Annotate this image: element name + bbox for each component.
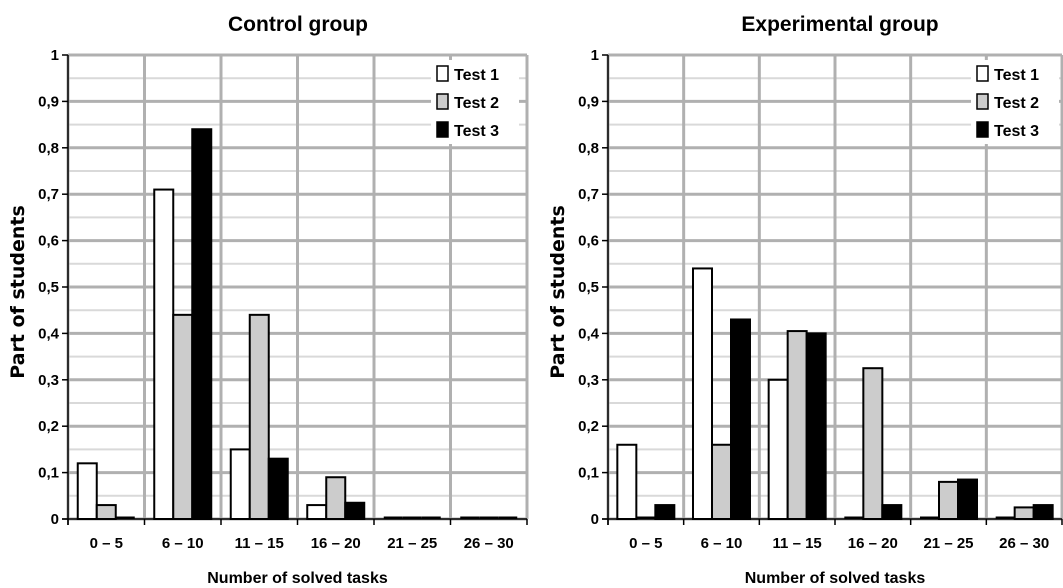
bar-test-2: [862, 367, 884, 521]
bar-test-3: [191, 128, 213, 521]
bar-test-3: [881, 504, 903, 520]
x-tick-label: 16 – 20: [848, 535, 898, 552]
y-tick-label: 0,9: [578, 93, 599, 110]
bar-test-1: [616, 443, 638, 521]
chart-title: Control group: [228, 13, 368, 36]
y-tick-label: 0,6: [38, 233, 59, 250]
y-tick-label: 0,5: [38, 279, 59, 296]
legend-label-1: Test 1: [994, 67, 1039, 84]
bar-test-2: [325, 476, 347, 520]
x-tick-label: 11 – 15: [773, 535, 822, 552]
x-tick-label: 0 – 5: [629, 535, 662, 552]
bar-test-1: [767, 378, 789, 520]
chart-panel-2: 0 0,1 0,2 0,3 0,4 0,5 0,6 0,7 0,8 0,9 1 0 – 5 6 – 10…: [547, 13, 1063, 587]
legend: Test 1 Test 2 Test 3: [971, 60, 1059, 144]
bar-test-1: [153, 188, 175, 520]
x-tick-label: 11 – 15: [235, 535, 284, 552]
y-tick-label: 0,4: [578, 325, 600, 342]
y-tick-label: 0,6: [578, 233, 599, 250]
y-tick-label: 0,3: [38, 372, 59, 389]
bar-test-2: [248, 313, 270, 520]
bar-test-1: [76, 462, 98, 521]
bar-test-2: [711, 443, 732, 521]
y-tick-label: 0,2: [38, 418, 59, 435]
bar-test-3: [1032, 504, 1054, 520]
y-tick-label: 0,1: [578, 465, 599, 482]
y-tick-label: 0,7: [578, 186, 599, 203]
legend-label-3: Test 3: [454, 123, 499, 140]
y-tick-label: 1: [51, 47, 59, 64]
y-tick-label: 0,2: [578, 418, 599, 435]
x-tick-label: 21 – 25: [923, 535, 973, 552]
chart-title: Experimental group: [741, 13, 938, 36]
y-tick-label: 0,4: [38, 325, 60, 342]
x-tick-label: 6 – 10: [162, 535, 204, 552]
bar-test-3: [654, 504, 676, 520]
bar-test-1: [229, 448, 251, 520]
bar-test-3: [267, 457, 289, 520]
legend-label-1: Test 1: [454, 67, 499, 84]
bar-test-1: [306, 504, 328, 520]
y-tick-label: 0,8: [578, 140, 599, 157]
bar-test-3: [957, 478, 978, 520]
y-tick-label: 0,8: [38, 140, 59, 157]
legend-swatch-1: [976, 65, 989, 82]
x-tick-label: 0 – 5: [90, 535, 123, 552]
bar-test-1: [692, 267, 713, 520]
y-tick-label: 0: [51, 511, 59, 528]
y-tick-label: 0: [591, 511, 599, 528]
bar-test-3: [344, 501, 366, 521]
y-axis-label: Part of students: [7, 205, 29, 379]
legend-label-2: Test 2: [454, 95, 499, 112]
legend-label-3: Test 3: [994, 123, 1039, 140]
y-tick-label: 0,3: [578, 372, 599, 389]
y-tick-label: 1: [591, 47, 599, 64]
bar-test-2: [786, 330, 808, 520]
legend-swatch-3: [976, 121, 989, 138]
x-tick-label: 26 – 30: [999, 535, 1049, 552]
x-axis-label: Number of solved tasks: [745, 570, 926, 587]
y-tick-label: 0,9: [38, 93, 59, 110]
legend-swatch-1: [436, 65, 449, 82]
y-axis-label: Part of students: [547, 205, 569, 379]
bar-test-2: [172, 313, 194, 520]
chart-panel-1: 0 0,1 0,2 0,3 0,4 0,5 0,6 0,7 0,8 0,9 1 0 – 5 6 – 10…: [7, 13, 529, 587]
y-tick-label: 0,1: [38, 465, 59, 482]
bar-test-2: [1013, 506, 1035, 520]
bar-test-3: [730, 318, 751, 521]
legend: Test 1 Test 2 Test 3: [431, 60, 519, 144]
legend-swatch-2: [976, 93, 989, 110]
y-tick-label: 0,5: [578, 279, 599, 296]
x-tick-label: 6 – 10: [701, 535, 743, 552]
legend-label-2: Test 2: [994, 95, 1039, 112]
y-tick-label: 0,7: [38, 186, 59, 203]
x-tick-label: 16 – 20: [311, 535, 361, 552]
x-tick-label: 26 – 30: [464, 535, 514, 552]
bar-test-2: [938, 480, 959, 521]
x-axis-label: Number of solved tasks: [207, 570, 388, 587]
legend-swatch-2: [436, 93, 449, 110]
bar-test-3: [805, 332, 827, 520]
x-tick-label: 21 – 25: [387, 535, 437, 552]
legend-swatch-3: [436, 121, 449, 138]
bar-test-2: [95, 504, 117, 520]
